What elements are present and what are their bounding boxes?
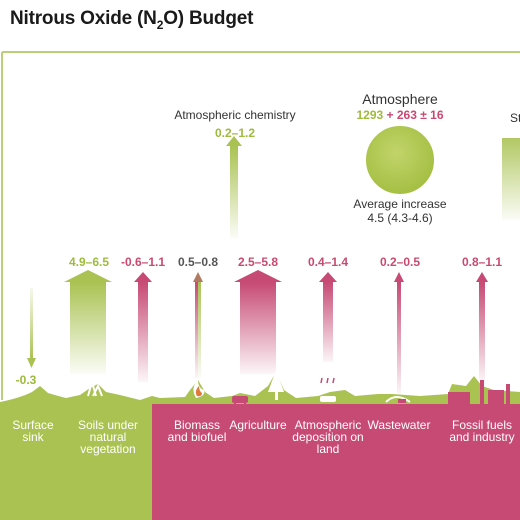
atmosphere-stock: 1293 + 263 ± 16 xyxy=(330,108,470,122)
flux-value-soils-anthropogenic: -0.6–1.1 xyxy=(120,255,166,269)
category-fossil-fuels: Fossil fuels and industry xyxy=(449,418,515,444)
wastewater-pipe-icon xyxy=(385,396,411,403)
stratosphere-label-partial: St xyxy=(510,112,520,125)
atmosphere-uncertainty: ± 16 xyxy=(420,108,444,122)
soils-natural-arrow xyxy=(64,270,112,374)
rain-cloud-icon xyxy=(318,366,338,402)
title-prefix: Nitrous Oxide (N xyxy=(10,8,157,29)
cow-icon xyxy=(232,396,248,406)
atmosphere-natural-value: 1293 xyxy=(356,108,384,122)
atmospheric-chemistry-value: 0.2–1.2 xyxy=(214,126,256,140)
atmospheric-chemistry-arrow xyxy=(226,136,242,238)
fossil-fuels-arrow xyxy=(476,272,488,382)
average-increase-value: 4.5 (4.3-4.6) xyxy=(367,211,433,225)
flux-value-wastewater: 0.2–0.5 xyxy=(379,255,421,269)
flux-value-soils-natural: 4.9–6.5 xyxy=(68,255,110,269)
atmosphere-circle xyxy=(364,124,436,196)
category-soils-natural: Soils under natural vegetation xyxy=(77,418,139,456)
title-suffix: O) Budget xyxy=(163,8,254,29)
flux-value-fossil-fuels: 0.8–1.1 xyxy=(461,255,503,269)
flux-value-deposition: 0.4–1.4 xyxy=(307,255,349,269)
category-wastewater: Wastewater xyxy=(367,418,431,432)
category-biomass: Biomass and biofuel xyxy=(167,418,227,444)
flux-value-agriculture: 2.5–5.8 xyxy=(237,255,279,269)
wastewater-arrow xyxy=(394,272,404,394)
category-agriculture: Agriculture xyxy=(229,418,287,432)
frame-line xyxy=(1,51,520,400)
atmosphere-anthropogenic-value: 263 xyxy=(396,108,417,122)
atmosphere-label: Atmosphere xyxy=(362,91,438,107)
tree-icon xyxy=(268,370,284,400)
atmospheric-chemistry-label: Atmospheric chemistry xyxy=(174,108,296,122)
anthropogenic-panel xyxy=(152,404,520,520)
fire-icon xyxy=(193,380,205,398)
biomass-arrow xyxy=(193,272,203,378)
deposition-arrow xyxy=(319,272,337,362)
flux-value-surface-sink: -0.3 xyxy=(15,373,37,387)
soils-anthropogenic-arrow xyxy=(134,272,152,382)
atmosphere-plus: + xyxy=(386,108,394,122)
stratosphere-bar-partial xyxy=(502,138,520,220)
category-surface-sink: Surface sink xyxy=(12,418,54,444)
factory-icon xyxy=(448,380,510,404)
average-increase-label: Average increase xyxy=(353,197,447,211)
surface-sink-arrow xyxy=(27,288,36,368)
agriculture-arrow xyxy=(234,270,282,374)
flux-value-biomass: 0.5–0.8 xyxy=(177,255,219,269)
ground-silhouette xyxy=(0,372,520,405)
category-deposition: Atmospheric deposition on land xyxy=(292,418,364,456)
grass-icon xyxy=(87,378,103,397)
title-subscript: 2 xyxy=(156,17,164,32)
page-title: Nitrous Oxide (N2O) Budget xyxy=(10,8,253,32)
